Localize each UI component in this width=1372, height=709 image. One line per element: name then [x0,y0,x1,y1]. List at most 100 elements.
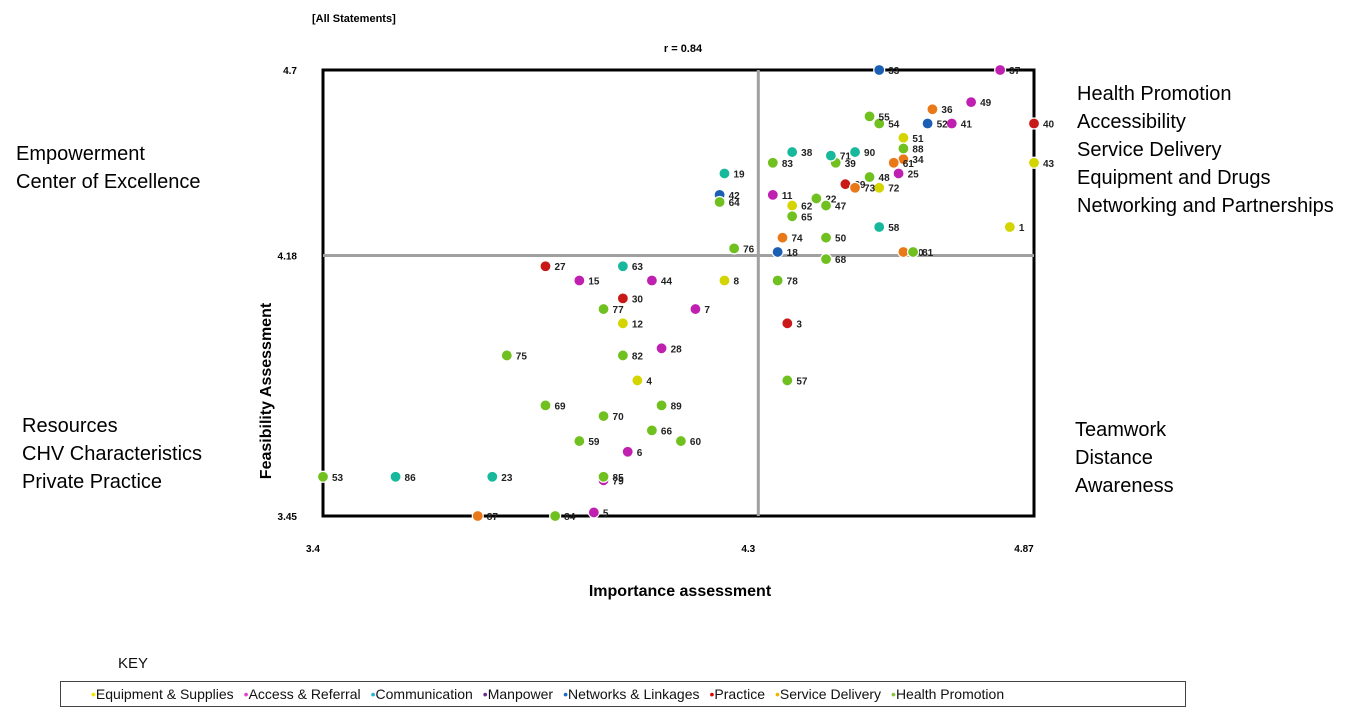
legend-label: Practice [714,686,765,702]
legend-label: Service Delivery [779,686,882,702]
data-point [645,424,658,437]
legend-dot-icon: • [774,686,780,702]
data-point [926,103,939,116]
data-point [573,434,586,448]
data-point [616,317,629,330]
data-point-label: 40 [1043,120,1055,131]
data-point [897,131,910,144]
quadrant-label-top-left: Empowerment Center of Excellence [16,140,201,196]
legend-dot-icon: • [91,686,96,702]
legend-dot-icon: • [370,686,376,702]
legend-item: •Communication [371,686,473,702]
data-point [786,199,799,212]
data-point-label: 49 [980,98,992,109]
data-point-label: 75 [516,351,528,362]
data-point-label: 51 [912,134,924,145]
legend-label: Networks & Linkages [567,686,700,702]
data-point-label: 47 [835,202,847,213]
quadrant-text: Service Delivery [1077,139,1222,161]
x-tick-label: 4.3 [741,544,755,555]
data-point [718,274,731,287]
data-point-label: 39 [845,159,857,170]
data-point [718,167,731,180]
data-point [781,317,794,330]
data-point [597,409,610,423]
scatter-chart: [All Statements] r = 0.84 Importance ass… [258,13,1055,600]
data-point [887,156,900,169]
data-point [766,188,779,201]
data-point-label: 78 [787,277,799,288]
data-point-label: 60 [690,437,702,448]
data-point-label: 19 [733,169,745,180]
data-point-label: 86 [405,473,417,484]
data-point [631,374,644,387]
data-point [471,509,484,523]
data-point [810,192,823,205]
data-point [316,470,330,483]
data-point-label: 5 [603,508,609,519]
data-point-label: 71 [840,152,852,163]
data-point [848,145,862,159]
data-point [549,509,562,523]
legend: •Equipment & Supplies •Access & Referral •… [60,681,1186,707]
data-point-label: 43 [1043,159,1055,170]
quadrant-text: Equipment and Drugs [1077,167,1271,189]
x-tick-label: 4.87 [1014,544,1034,555]
data-point-label: 72 [888,184,900,195]
legend-item: •Health Promotion [891,686,1004,702]
data-point-label: 81 [922,248,934,259]
data-point [1027,117,1041,130]
legend-item: •Equipment & Supplies [91,686,234,702]
quadrant-label-bottom-left: Resources CHV Characteristics Private Pr… [22,412,202,496]
legend-label: Manpower [487,686,554,702]
data-point-label: 25 [908,169,920,180]
quadrant-label-top-right: Health Promotion Accessibility Service D… [1077,80,1334,220]
legend-label: Equipment & Supplies [95,686,234,702]
data-point-label: 36 [941,105,953,116]
data-point [674,434,688,448]
legend-dot-icon: • [243,686,249,702]
data-point [848,181,862,194]
y-tick-label: 4.18 [278,252,298,263]
data-point-label: 30 [632,294,644,305]
data-point [655,342,668,355]
data-point-label: 27 [554,262,566,273]
legend-label: Access & Referral [248,686,361,702]
data-point-label: 89 [671,401,683,412]
data-point [645,274,658,287]
data-point [616,260,629,273]
data-point-label: 28 [671,344,683,355]
legend-item: •Manpower [483,686,553,702]
quadrant-text: Health Promotion [1077,83,1232,105]
data-point-label: 34 [912,155,924,166]
data-point-label: 83 [782,159,794,170]
legend-dot-icon: • [709,686,715,702]
data-point-label: 70 [613,412,625,423]
data-point-label: 8 [733,277,739,288]
header-tag: [All Statements] [312,13,396,25]
data-point [994,63,1007,77]
data-point [713,195,726,209]
data-point-label: 79 [613,476,625,487]
legend-dot-icon: • [482,686,488,702]
data-point-label: 12 [632,319,644,330]
data-point [945,117,958,130]
data-point-label: 11 [782,191,793,202]
data-point [1003,220,1016,234]
data-point [597,470,610,483]
data-point [873,117,886,130]
data-point-label: 38 [801,148,813,159]
legend-label: Communication [375,686,473,702]
data-point-label: 53 [332,473,344,484]
y-tick-label: 3.45 [278,512,298,523]
data-point-label: 63 [632,262,644,273]
data-point-label: 85 [613,473,625,484]
data-point-label: 82 [632,351,644,362]
data-point-label: 52 [937,120,949,131]
data-point-label: 77 [613,305,625,316]
data-point-label: 7 [704,305,710,316]
data-point-label: 62 [801,202,813,213]
data-point [863,110,876,123]
quadrant-text: Center of Excellence [16,171,201,193]
data-point-label: 61 [903,159,915,170]
